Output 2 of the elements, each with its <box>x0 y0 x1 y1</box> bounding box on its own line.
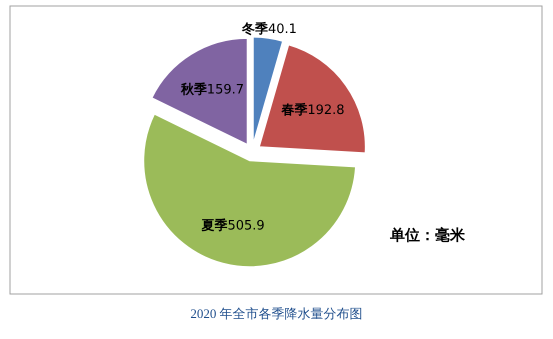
title: 2020 年全市各季降水量分布图 <box>190 306 363 321</box>
annotation: 单位：毫米 <box>390 226 465 244</box>
